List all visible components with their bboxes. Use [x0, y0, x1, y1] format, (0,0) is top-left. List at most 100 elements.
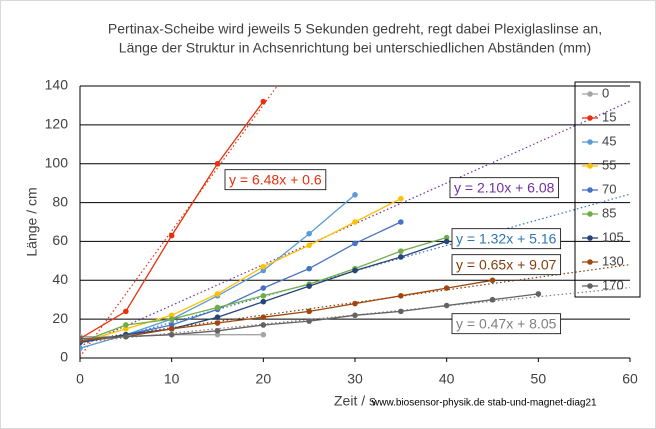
y-tick-label: 100 — [45, 154, 69, 170]
data-point — [489, 296, 496, 303]
data-point — [168, 331, 175, 338]
equation-box — [224, 169, 327, 191]
legend-label: 0 — [602, 85, 609, 100]
data-point — [260, 293, 267, 299]
data-point — [398, 219, 404, 225]
data-point — [443, 285, 450, 291]
data-point — [260, 98, 267, 105]
data-point — [352, 240, 358, 247]
data-point — [306, 265, 312, 272]
y-axis-label: Länge / cm — [24, 187, 40, 256]
legend-marker — [587, 91, 593, 97]
equation-box — [451, 228, 562, 250]
data-point — [123, 333, 129, 340]
y-tick-label: 20 — [52, 310, 68, 326]
x-tick-label: 30 — [347, 371, 363, 387]
x-tick-label: 40 — [439, 371, 455, 387]
data-point — [443, 234, 450, 241]
series-line — [80, 198, 402, 344]
legend-label: 105 — [602, 229, 624, 244]
data-point — [260, 298, 267, 305]
chart-title: Pertinax-Scheibe wird jeweils 5 Sekunden… — [108, 21, 602, 37]
y-tick-label: 40 — [52, 271, 68, 287]
data-point — [123, 308, 129, 315]
trendline-equation: y = 1.32x + 5.16 — [456, 231, 557, 247]
x-tick-label: 20 — [256, 371, 272, 387]
data-point — [352, 219, 358, 225]
y-tick-label: 120 — [45, 116, 69, 132]
data-point — [398, 293, 404, 299]
equation-box — [451, 254, 562, 276]
data-point — [398, 254, 404, 260]
data-point — [260, 285, 267, 291]
data-point — [168, 232, 175, 239]
data-point — [214, 314, 221, 321]
data-point — [168, 322, 175, 328]
legend-label: 85 — [602, 205, 616, 220]
y-tick-label: 80 — [52, 193, 68, 209]
legend-label: 130 — [602, 253, 624, 268]
data-point — [260, 314, 267, 321]
legend-marker — [587, 283, 593, 289]
legend-label: 55 — [602, 157, 616, 172]
legend-marker — [587, 139, 593, 145]
series-line — [80, 279, 493, 342]
data-point — [168, 312, 175, 319]
trendline-equation: y = 0.47x + 8.05 — [456, 316, 557, 332]
trendline-equation: y = 0.65x + 9.07 — [456, 257, 557, 273]
legend-marker — [587, 211, 593, 217]
chart-subtitle: Länge der Struktur in Achsenrichtung bei… — [119, 40, 591, 56]
data-point — [260, 267, 267, 274]
legend-marker — [587, 187, 593, 193]
data-point — [214, 331, 221, 338]
data-point — [168, 316, 175, 322]
data-point — [214, 304, 221, 311]
data-point — [214, 160, 221, 167]
legend-marker — [587, 163, 593, 169]
data-point — [80, 345, 83, 352]
watermark: www.biosensor-physik.de stab-und-magnet-… — [371, 398, 597, 409]
data-point — [168, 326, 175, 332]
legend-marker — [587, 259, 593, 265]
x-tick-label: 60 — [622, 371, 638, 387]
plot-area — [80, 86, 630, 358]
legend-marker — [587, 235, 593, 241]
y-tick-label: 140 — [45, 77, 69, 93]
data-point — [214, 320, 221, 326]
legend-label: 45 — [602, 133, 616, 148]
data-point — [214, 291, 221, 297]
data-point — [443, 302, 450, 309]
data-point — [489, 277, 496, 284]
data-point — [352, 300, 358, 307]
legend-label: 170 — [602, 277, 624, 292]
data-point — [306, 242, 312, 249]
data-point — [306, 308, 312, 315]
trendline-equation: y = 2.10x + 6.08 — [454, 180, 555, 196]
data-point — [352, 312, 358, 319]
data-point — [260, 322, 267, 328]
x-axis-label: Zeit / s — [334, 393, 376, 409]
y-tick-label: 0 — [60, 349, 68, 365]
legend-marker — [587, 115, 593, 121]
equation-box — [449, 177, 560, 199]
legend-label: 70 — [602, 181, 616, 196]
data-point — [352, 267, 358, 274]
data-point — [535, 291, 542, 297]
data-point — [443, 238, 450, 245]
x-tick-label: 0 — [76, 371, 84, 387]
equation-box — [451, 313, 562, 335]
data-point — [398, 248, 404, 254]
y-tick-label: 60 — [52, 232, 68, 248]
data-point — [260, 263, 267, 270]
data-point — [306, 283, 312, 289]
data-point — [398, 308, 404, 315]
legend-label: 15 — [602, 109, 616, 124]
data-point — [80, 335, 83, 342]
x-tick-label: 50 — [531, 371, 547, 387]
data-point — [306, 230, 312, 237]
data-point — [214, 328, 221, 334]
data-point — [260, 331, 267, 338]
data-point — [352, 192, 358, 198]
